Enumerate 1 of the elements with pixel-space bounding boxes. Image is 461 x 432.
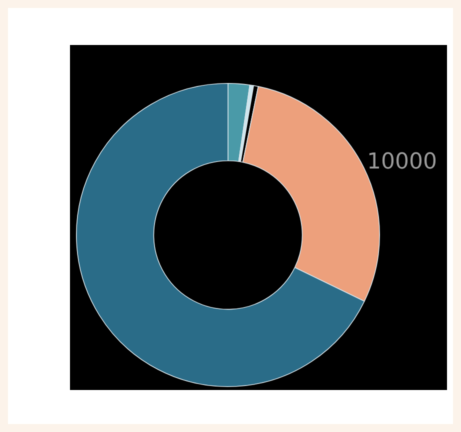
text: 10000 (367, 150, 437, 175)
